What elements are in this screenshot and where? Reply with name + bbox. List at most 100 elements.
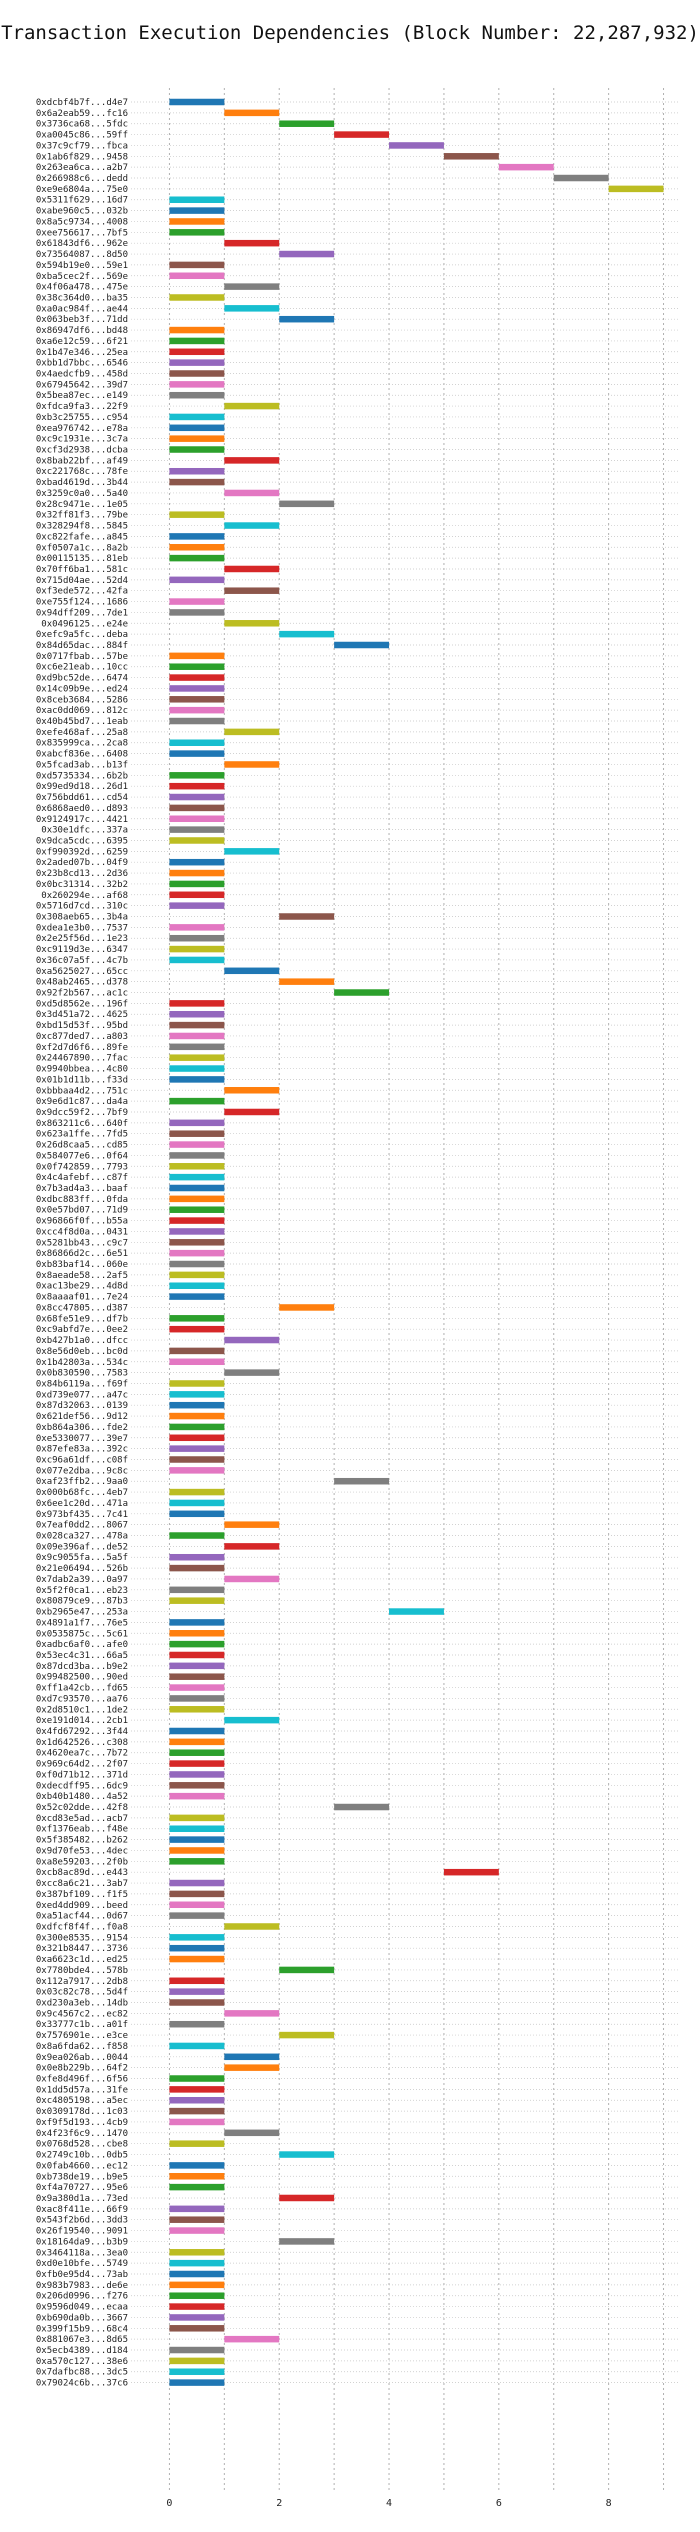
- transaction-label: 0x000b68fc...4eb7: [36, 1488, 128, 1498]
- transaction-label: 0x0e57bd07...71d9: [36, 1206, 128, 1216]
- transaction-label: 0x983b7983...de6e: [36, 2281, 128, 2291]
- transaction-bar: [169, 467, 225, 475]
- transaction-bar: [169, 1293, 225, 1300]
- transaction-label: 0x68fe51e9...df7b: [36, 1314, 128, 1324]
- transaction-label: 0x87dcd3ba...b9e2: [36, 1662, 128, 1672]
- transaction-label: 0xd230a3eb...14db: [36, 1999, 128, 2009]
- transaction-bar: [169, 793, 225, 801]
- transaction-bar: [169, 739, 225, 746]
- transaction-bar: [279, 315, 335, 323]
- transaction-bar: [224, 1521, 280, 1528]
- transaction-label: 0x8aeade58...2af5: [36, 1271, 128, 1281]
- transaction-bar: [169, 2140, 225, 2147]
- transaction-bar: [169, 706, 225, 714]
- transaction-bar: [169, 435, 225, 442]
- transaction-label: 0x7dafbc88...3dc5: [36, 2368, 128, 2378]
- transaction-label: 0xabcf836e...6408: [36, 750, 128, 760]
- transaction-label: 0xff1a42cb...fd65: [36, 1684, 128, 1694]
- transaction-bar: [169, 1152, 225, 1159]
- transaction-bar: [224, 728, 280, 736]
- transaction-bar: [169, 576, 225, 584]
- x-tick-label: 4: [386, 2498, 392, 2509]
- transaction-bar: [169, 1499, 225, 1507]
- transaction-bar: [169, 956, 225, 964]
- transaction-label: 0x99ed9d18...26d1: [36, 782, 128, 792]
- transaction-label: 0xa8e59203...2f0b: [36, 1857, 128, 1867]
- transaction-bar: [224, 1543, 280, 1550]
- transaction-label: 0x9d70fe53...4dec: [36, 1846, 128, 1856]
- transaction-label: 0x94dff209...7de1: [36, 608, 128, 618]
- transaction-bar: [169, 1738, 225, 1746]
- transaction-bar: [224, 761, 280, 768]
- transaction-label: 0xee756617...7bf5: [36, 228, 128, 238]
- transaction-label: 0x53ec4c31...66a5: [36, 1651, 128, 1661]
- transaction-label: 0xa0ac984f...ae44: [36, 304, 128, 314]
- transaction-bar: [169, 1412, 225, 1420]
- transaction-label: 0x387bf109...f1f5: [36, 1890, 128, 1900]
- transaction-label: 0x0f742859...7793: [36, 1162, 128, 1172]
- transaction-bar: [169, 337, 225, 345]
- transaction-bar: [498, 163, 554, 171]
- transaction-bar: [169, 272, 225, 280]
- transaction-bar: [169, 1054, 225, 1061]
- transaction-label: 0xd739e077...a47c: [36, 1390, 128, 1400]
- x-tick-label: 6: [496, 2498, 502, 2509]
- transaction-bar: [443, 153, 499, 160]
- transaction-bar: [169, 391, 225, 399]
- transaction-bar: [279, 120, 335, 127]
- transaction-label: 0x3464118a...3ea0: [36, 2248, 128, 2258]
- transaction-label: 0x1b42803a...534c: [36, 1358, 128, 1368]
- transaction-bar: [169, 1434, 225, 1442]
- transaction-bar: [169, 294, 225, 301]
- transaction-bar: [169, 478, 225, 486]
- transaction-label: 0x621def56...9d12: [36, 1412, 128, 1422]
- transaction-label: 0x9e6d1c87...da4a: [36, 1097, 128, 1107]
- transaction-bar: [169, 1391, 225, 1398]
- transaction-bar: [169, 663, 225, 670]
- transaction-bar: [169, 2096, 225, 2104]
- transaction-bar: [169, 1825, 225, 1832]
- transaction-label: 0xc6e21eab...10cc: [36, 663, 128, 673]
- transaction-bar: [224, 1716, 280, 1724]
- transaction-bar: [169, 446, 225, 453]
- transaction-bar: [224, 1108, 280, 1116]
- transaction-label: 0x36c07a5f...4c7b: [36, 956, 128, 966]
- transaction-label: 0xfdca9fa3...22f9: [36, 402, 128, 412]
- transaction-label: 0x863211c6...640f: [36, 1119, 128, 1129]
- transaction-label: 0xdecdff95...6dc9: [36, 1781, 128, 1791]
- transaction-label: 0x03c82c78...5d4f: [36, 1988, 128, 1998]
- transaction-bar: [169, 1695, 225, 1702]
- transaction-label: 0x715d04ae...52d4: [36, 576, 128, 586]
- transaction-bar: [279, 2031, 335, 2039]
- transaction-bar: [169, 1782, 225, 1789]
- transaction-bar: [169, 826, 225, 833]
- transaction-bar: [169, 717, 225, 725]
- transaction-label: 0x09e396af...de52: [36, 1542, 128, 1552]
- transaction-bar: [279, 500, 335, 508]
- transaction-bar: [169, 1195, 225, 1203]
- transaction-label: 0x80879ce9...87b3: [36, 1597, 128, 1607]
- transaction-bar: [169, 2183, 225, 2191]
- transaction-bar: [169, 804, 225, 812]
- transaction-label: 0x9a380d1a...73ed: [36, 2194, 128, 2204]
- transaction-label: 0x5bea87ec...e149: [36, 391, 128, 401]
- transaction-label: 0xb83baf14...060e: [36, 1260, 128, 1270]
- transaction-bar: [169, 326, 225, 334]
- transaction-label: 0xb690da0b...3667: [36, 2313, 128, 2323]
- transaction-label: 0xb738de19...b9e5: [36, 2172, 128, 2182]
- transaction-bar: [443, 1868, 499, 1876]
- transaction-label: 0x26f19540...9091: [36, 2227, 128, 2237]
- transaction-label: 0x881067e3...8d65: [36, 2335, 128, 2345]
- transaction-label: 0x73564087...8d50: [36, 250, 128, 260]
- bar-layer: [169, 98, 664, 2386]
- transaction-bar: [169, 1445, 225, 1452]
- transaction-bar: [169, 924, 225, 931]
- transaction-label: 0x5281bb43...c9c7: [36, 1238, 128, 1248]
- transaction-label: 0x00115135...81eb: [36, 554, 128, 564]
- transaction-label: 0x5f385482...b262: [36, 1836, 128, 1846]
- transaction-label: 0xc4805198...a5ec: [36, 2096, 128, 2106]
- transaction-bar: [169, 1934, 225, 1941]
- transaction-label: 0xf990392d...6259: [36, 847, 128, 857]
- transaction-label: 0x263ea6ca...a2b7: [36, 163, 128, 173]
- transaction-bar: [169, 424, 225, 432]
